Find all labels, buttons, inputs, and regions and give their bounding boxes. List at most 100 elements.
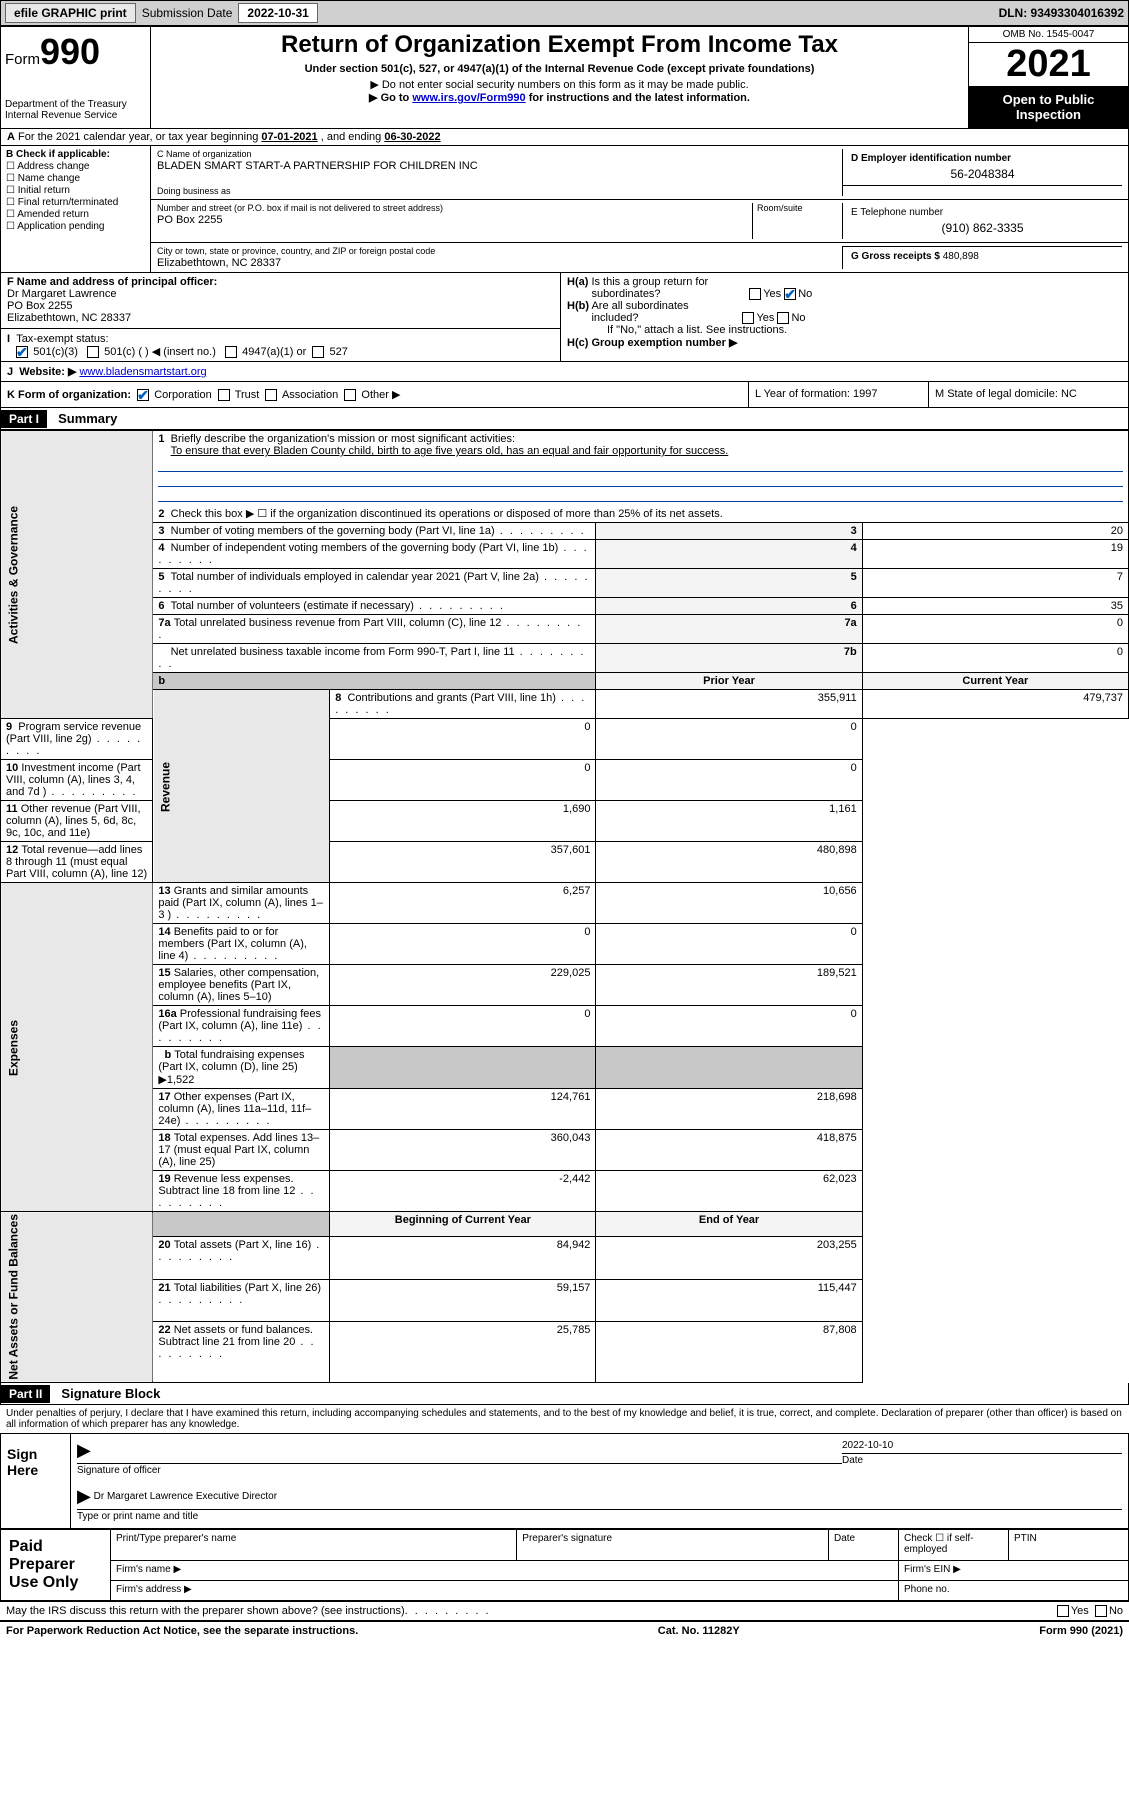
section-b-label: B Check if applicable: <box>6 149 110 160</box>
check-hb-no[interactable] <box>777 312 789 324</box>
side-expenses: Expenses <box>1 883 153 1212</box>
hb-yes: Yes <box>756 312 774 324</box>
signature-arrow-icon: ▶ <box>77 1440 91 1460</box>
form-of-org-label: K Form of organization: <box>7 389 131 401</box>
line2-discontinued: Check this box ▶ ☐ if the organization d… <box>171 508 723 520</box>
efile-print-button[interactable]: efile GRAPHIC print <box>5 3 136 23</box>
rev-9-current: 0 <box>596 719 862 760</box>
year-formation: L Year of formation: 1997 <box>748 382 928 407</box>
check-final-return[interactable]: Final return/terminated <box>18 197 119 208</box>
side-net-assets: Net Assets or Fund Balances <box>1 1212 153 1383</box>
summary-table: Activities & Governance 1 Briefly descri… <box>0 430 1129 1383</box>
net-22-begin: 25,785 <box>330 1322 596 1382</box>
check-association[interactable] <box>265 389 277 401</box>
exp-17-prior: 124,761 <box>330 1089 596 1130</box>
check-trust[interactable] <box>218 389 230 401</box>
check-hb-yes[interactable] <box>742 312 754 324</box>
part1-title: Summary <box>50 408 125 429</box>
city-label: City or town, state or province, country… <box>157 246 842 256</box>
gov-val-6: 35 <box>862 598 1128 615</box>
row-a-mid: , and ending <box>318 131 385 143</box>
side-governance: Activities & Governance <box>1 431 153 719</box>
gov-val-4: 19 <box>862 540 1128 569</box>
check-ha-yes[interactable] <box>749 288 761 300</box>
opt-501c3: 501(c)(3) <box>33 346 78 358</box>
form-word: Form <box>5 51 40 68</box>
check-corporation[interactable] <box>137 389 149 401</box>
preparer-self-employed[interactable]: Check ☐ if self-employed <box>899 1529 1009 1561</box>
hdr-end-year: End of Year <box>596 1212 862 1237</box>
check-initial-return[interactable]: Initial return <box>18 185 70 196</box>
check-other[interactable] <box>344 389 356 401</box>
gov-box-7a: 7a <box>596 615 862 644</box>
rev-10-current: 0 <box>596 760 862 801</box>
net-row-20: Total assets (Part X, line 16) <box>174 1239 312 1251</box>
website-link[interactable]: www.bladensmartstart.org <box>79 366 206 378</box>
check-discuss-yes[interactable] <box>1057 1605 1069 1617</box>
exp-16b-prior <box>330 1047 596 1089</box>
check-name-change[interactable]: Name change <box>18 173 80 184</box>
rev-9-prior: 0 <box>330 719 596 760</box>
check-application-pending[interactable]: Application pending <box>17 221 104 232</box>
check-4947[interactable] <box>225 346 237 358</box>
gov-val-5: 7 <box>862 569 1128 598</box>
check-amended-return[interactable]: Amended return <box>17 209 89 220</box>
org-name-label: C Name of organization <box>157 149 842 159</box>
check-501c[interactable] <box>87 346 99 358</box>
tax-year-begin: 07-01-2021 <box>261 131 317 143</box>
exp-16a-current: 0 <box>596 1006 862 1047</box>
submission-date-label: Submission Date <box>142 6 233 20</box>
rev-11-prior: 1,690 <box>330 801 596 842</box>
signature-arrow-icon-2: ▶ <box>77 1486 91 1506</box>
rev-11-current: 1,161 <box>596 801 862 842</box>
ha-yes: Yes <box>763 288 781 300</box>
gov-val-3: 20 <box>862 523 1128 540</box>
firm-phone-label: Phone no. <box>899 1581 1129 1601</box>
ha-no: No <box>798 288 812 300</box>
check-501c3[interactable] <box>16 346 28 358</box>
exp-row-18: Total expenses. Add lines 13–17 (must eq… <box>158 1132 319 1168</box>
dept-treasury: Department of the Treasury <box>5 99 146 110</box>
check-ha-no[interactable] <box>784 288 796 300</box>
officer-addr2: Elizabethtown, NC 28337 <box>7 312 554 324</box>
gov-val-7b: 0 <box>862 644 1128 673</box>
side-revenue: Revenue <box>153 690 330 883</box>
gross-receipts-label: G Gross receipts $ <box>851 251 943 262</box>
net-20-begin: 84,942 <box>330 1237 596 1280</box>
hb-no: No <box>791 312 805 324</box>
street-value: PO Box 2255 <box>157 214 752 226</box>
discuss-no: No <box>1109 1605 1123 1617</box>
hdr-current-year: Current Year <box>862 673 1128 690</box>
org-name: BLADEN SMART START-A PARTNERSHIP FOR CHI… <box>157 160 842 172</box>
check-527[interactable] <box>312 346 324 358</box>
opt-association: Association <box>282 389 338 401</box>
preparer-date-col: Date <box>829 1529 899 1561</box>
exp-13-prior: 6,257 <box>330 883 596 924</box>
rev-12-prior: 357,601 <box>330 842 596 883</box>
gov-val-7a: 0 <box>862 615 1128 644</box>
gov-row-6: Total number of volunteers (estimate if … <box>171 600 414 612</box>
gov-box-5: 5 <box>596 569 862 598</box>
officer-name: Dr Margaret Lawrence <box>7 288 554 300</box>
rev-row-12: Total revenue—add lines 8 through 11 (mu… <box>6 844 147 880</box>
row-a-pre: For the 2021 calendar year, or tax year … <box>18 131 261 143</box>
check-address-change[interactable]: Address change <box>17 161 89 172</box>
exp-15-current: 189,521 <box>596 965 862 1006</box>
exp-16a-prior: 0 <box>330 1006 596 1047</box>
mission-label: Briefly describe the organization's miss… <box>171 433 515 445</box>
net-21-end: 115,447 <box>596 1279 862 1322</box>
website-label: Website: ▶ <box>19 366 76 378</box>
check-discuss-no[interactable] <box>1095 1605 1107 1617</box>
gov-row-3: Number of voting members of the governin… <box>171 525 495 537</box>
irs-form990-link[interactable]: www.irs.gov/Form990 <box>412 92 525 104</box>
opt-corporation: Corporation <box>154 389 211 401</box>
exp-17-current: 218,698 <box>596 1089 862 1130</box>
room-label: Room/suite <box>757 203 838 213</box>
rev-8-current: 479,737 <box>862 690 1128 719</box>
form-subtitle-2: ▶ Do not enter social security numbers o… <box>159 78 960 91</box>
goto-suffix: for instructions and the latest informat… <box>526 92 750 104</box>
net-22-end: 87,808 <box>596 1322 862 1382</box>
section-b-checkboxes: B Check if applicable: ☐ Address change … <box>1 146 151 272</box>
rev-row-11: Other revenue (Part VIII, column (A), li… <box>6 803 141 839</box>
firm-ein-label: Firm's EIN ▶ <box>899 1561 1129 1581</box>
